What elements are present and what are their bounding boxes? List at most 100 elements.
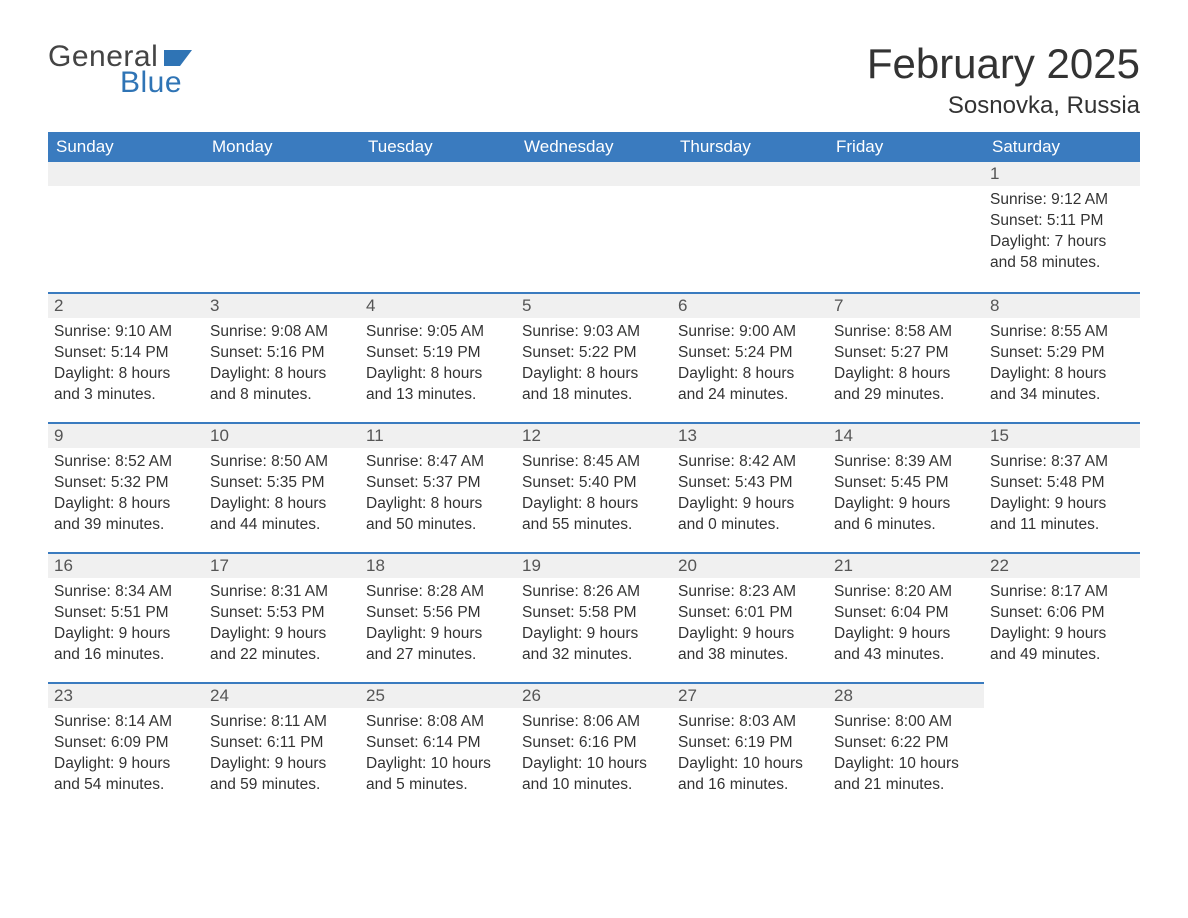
calendar-cell: 25Sunrise: 8:08 AMSunset: 6:14 PMDayligh… — [360, 682, 516, 812]
day-details: Sunrise: 8:39 AMSunset: 5:45 PMDaylight:… — [834, 452, 978, 536]
day-number: 14 — [828, 422, 984, 448]
day-number: 13 — [672, 422, 828, 448]
day-number: 21 — [828, 552, 984, 578]
sunset-line: Sunset: 6:16 PM — [522, 733, 666, 754]
weekday-header-row: SundayMondayTuesdayWednesdayThursdayFrid… — [48, 132, 1140, 162]
daylight-line: Daylight: 9 hours and 32 minutes. — [522, 624, 666, 666]
day-number: 3 — [204, 292, 360, 318]
sunset-line: Sunset: 5:16 PM — [210, 343, 354, 364]
daylight-line: Daylight: 9 hours and 16 minutes. — [54, 624, 198, 666]
sunrise-line: Sunrise: 8:37 AM — [990, 452, 1134, 473]
day-number: 7 — [828, 292, 984, 318]
calendar-cell: 21Sunrise: 8:20 AMSunset: 6:04 PMDayligh… — [828, 552, 984, 682]
sunrise-line: Sunrise: 8:06 AM — [522, 712, 666, 733]
day-details: Sunrise: 8:23 AMSunset: 6:01 PMDaylight:… — [678, 582, 822, 666]
calendar-cell — [48, 162, 204, 292]
day-number: 6 — [672, 292, 828, 318]
sunrise-line: Sunrise: 8:50 AM — [210, 452, 354, 473]
weekday-header: Monday — [204, 132, 360, 162]
weekday-header: Thursday — [672, 132, 828, 162]
day-number: 9 — [48, 422, 204, 448]
sunset-line: Sunset: 5:45 PM — [834, 473, 978, 494]
day-details: Sunrise: 8:50 AMSunset: 5:35 PMDaylight:… — [210, 452, 354, 536]
day-number: 28 — [828, 682, 984, 708]
sunset-line: Sunset: 6:14 PM — [366, 733, 510, 754]
calendar-cell: 10 Sunrise: 8:50 AMSunset: 5:35 PMDayligh… — [204, 422, 360, 552]
day-details: Sunrise: 8:17 AMSunset: 6:06 PMDaylight:… — [990, 582, 1134, 666]
day-details: Sunrise: 8:06 AMSunset: 6:16 PMDaylight:… — [522, 712, 666, 796]
sunset-line: Sunset: 5:11 PM — [990, 211, 1134, 232]
day-details: Sunrise: 8:11 AMSunset: 6:11 PMDaylight:… — [210, 712, 354, 796]
day-number: 18 — [360, 552, 516, 578]
calendar-cell: 7Sunrise: 8:58 AMSunset: 5:27 PMDaylight… — [828, 292, 984, 422]
calendar-cell — [516, 162, 672, 292]
day-details: Sunrise: 8:26 AMSunset: 5:58 PMDaylight:… — [522, 582, 666, 666]
calendar-cell: 2 Sunrise: 9:10 AMSunset: 5:14 PMDaylight… — [48, 292, 204, 422]
sunset-line: Sunset: 5:58 PM — [522, 603, 666, 624]
daylight-line: Daylight: 7 hours and 58 minutes. — [990, 232, 1134, 274]
daylight-line: Daylight: 10 hours and 21 minutes. — [834, 754, 978, 796]
calendar-cell: 1Sunrise: 9:12 AMSunset: 5:11 PMDaylight… — [984, 162, 1140, 292]
daylight-line: Daylight: 9 hours and 49 minutes. — [990, 624, 1134, 666]
daylight-line: Daylight: 9 hours and 54 minutes. — [54, 754, 198, 796]
calendar-cell: 3Sunrise: 9:08 AMSunset: 5:16 PMDaylight… — [204, 292, 360, 422]
daylight-line: Daylight: 8 hours and 55 minutes. — [522, 494, 666, 536]
daylight-line: Daylight: 9 hours and 43 minutes. — [834, 624, 978, 666]
weekday-header: Wednesday — [516, 132, 672, 162]
calendar-week-row: 2Sunrise: 9:10 AMSunset: 5:14 PMDaylight… — [48, 292, 1140, 422]
empty-day-header — [204, 162, 360, 186]
daylight-line: Daylight: 10 hours and 5 minutes. — [366, 754, 510, 796]
sunrise-line: Sunrise: 8:42 AM — [678, 452, 822, 473]
sunset-line: Sunset: 5:19 PM — [366, 343, 510, 364]
day-details: Sunrise: 8:42 AMSunset: 5:43 PMDaylight:… — [678, 452, 822, 536]
day-details: Sunrise: 8:28 AMSunset: 5:56 PMDaylight:… — [366, 582, 510, 666]
day-details: Sunrise: 8:31 AMSunset: 5:53 PMDaylight:… — [210, 582, 354, 666]
calendar-cell: 5Sunrise: 9:03 AMSunset: 5:22 PMDaylight… — [516, 292, 672, 422]
calendar-cell: 8Sunrise: 8:55 AMSunset: 5:29 PMDaylight… — [984, 292, 1140, 422]
daylight-line: Daylight: 8 hours and 50 minutes. — [366, 494, 510, 536]
day-details: Sunrise: 9:10 AMSunset: 5:14 PMDaylight:… — [54, 322, 198, 406]
day-number: 23 — [48, 682, 204, 708]
month-title: February 2025 — [867, 40, 1140, 88]
daylight-line: Daylight: 8 hours and 3 minutes. — [54, 364, 198, 406]
calendar-cell: 27Sunrise: 8:03 AMSunset: 6:19 PMDayligh… — [672, 682, 828, 812]
day-number: 20 — [672, 552, 828, 578]
daylight-line: Daylight: 9 hours and 11 minutes. — [990, 494, 1134, 536]
daylight-line: Daylight: 10 hours and 16 minutes. — [678, 754, 822, 796]
day-details: Sunrise: 9:00 AMSunset: 5:24 PMDaylight:… — [678, 322, 822, 406]
sunrise-line: Sunrise: 9:10 AM — [54, 322, 198, 343]
day-details: Sunrise: 8:47 AMSunset: 5:37 PMDaylight:… — [366, 452, 510, 536]
daylight-line: Daylight: 8 hours and 8 minutes. — [210, 364, 354, 406]
daylight-line: Daylight: 9 hours and 38 minutes. — [678, 624, 822, 666]
sunrise-line: Sunrise: 8:58 AM — [834, 322, 978, 343]
daylight-line: Daylight: 8 hours and 18 minutes. — [522, 364, 666, 406]
day-number: 15 — [984, 422, 1140, 448]
day-details: Sunrise: 9:12 AMSunset: 5:11 PMDaylight:… — [990, 190, 1134, 274]
day-number: 24 — [204, 682, 360, 708]
sunset-line: Sunset: 5:14 PM — [54, 343, 198, 364]
logo-text-blue: Blue — [120, 66, 182, 100]
calendar-table: SundayMondayTuesdayWednesdayThursdayFrid… — [48, 132, 1140, 812]
calendar-cell — [204, 162, 360, 292]
title-block: February 2025 Sosnovka, Russia — [867, 40, 1140, 120]
daylight-line: Daylight: 9 hours and 59 minutes. — [210, 754, 354, 796]
sunset-line: Sunset: 6:04 PM — [834, 603, 978, 624]
day-details: Sunrise: 8:45 AMSunset: 5:40 PMDaylight:… — [522, 452, 666, 536]
calendar-cell: 9Sunrise: 8:52 AMSunset: 5:32 PMDaylight… — [48, 422, 204, 552]
day-number: 2 — [48, 292, 204, 318]
sunset-line: Sunset: 5:22 PM — [522, 343, 666, 364]
calendar-cell: 11Sunrise: 8:47 AMSunset: 5:37 PMDayligh… — [360, 422, 516, 552]
calendar-cell — [828, 162, 984, 292]
sunrise-line: Sunrise: 8:11 AM — [210, 712, 354, 733]
daylight-line: Daylight: 8 hours and 34 minutes. — [990, 364, 1134, 406]
sunset-line: Sunset: 5:51 PM — [54, 603, 198, 624]
sunrise-line: Sunrise: 8:23 AM — [678, 582, 822, 603]
weekday-header: Tuesday — [360, 132, 516, 162]
day-number: 8 — [984, 292, 1140, 318]
sunrise-line: Sunrise: 8:52 AM — [54, 452, 198, 473]
sunrise-line: Sunrise: 9:05 AM — [366, 322, 510, 343]
day-number: 10 — [204, 422, 360, 448]
daylight-line: Daylight: 8 hours and 44 minutes. — [210, 494, 354, 536]
sunrise-line: Sunrise: 8:08 AM — [366, 712, 510, 733]
calendar-cell: 23Sunrise: 8:14 AMSunset: 6:09 PMDayligh… — [48, 682, 204, 812]
